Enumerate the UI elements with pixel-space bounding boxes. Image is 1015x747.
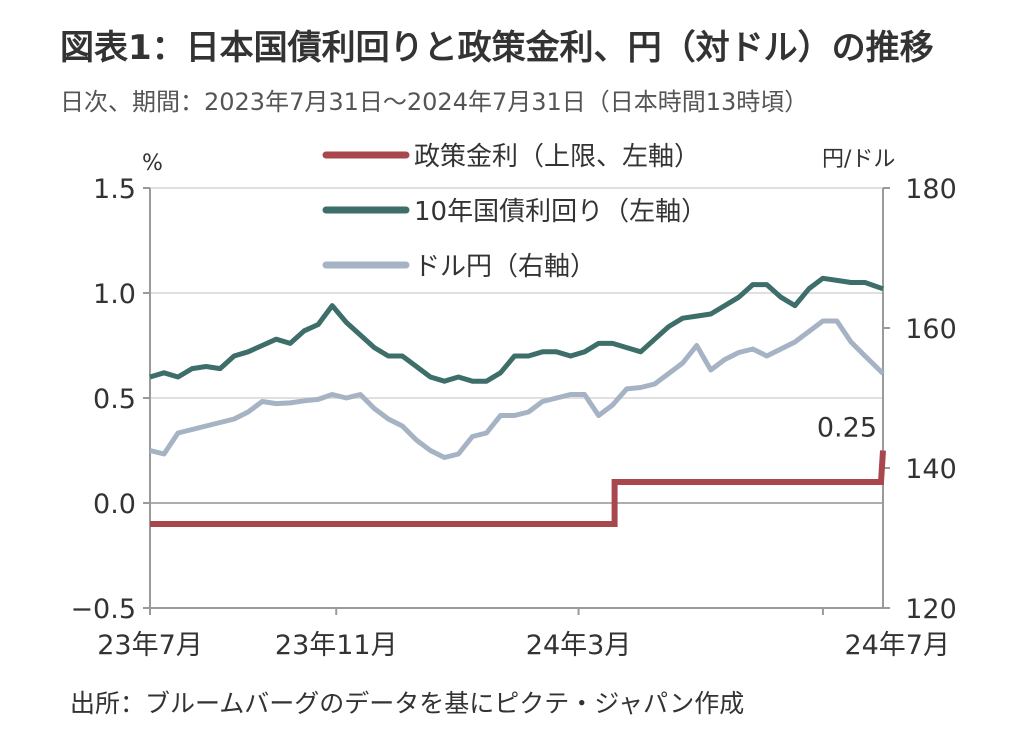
legend-label: 政策金利（上限、左軸）: [414, 142, 700, 172]
left-axis-ticks: 1.5 1.0 0.5 0.0 −0.5: [70, 174, 150, 625]
x-tick-label: 23年11月: [275, 630, 398, 661]
left-tick-label: −0.5: [70, 594, 136, 625]
series-line-2: [149, 275, 884, 384]
right-tick-label: 160: [905, 314, 957, 345]
left-axis-unit: %: [142, 151, 163, 176]
right-tick-label: 140: [905, 454, 957, 485]
x-axis-ticks: 23年7月 23年11月 24年3月 24年7月: [97, 608, 950, 661]
right-axis-ticks: 180 160 140 120: [883, 174, 957, 625]
x-tick-label: 24年3月: [526, 630, 632, 661]
legend-label: 10年国債利回り（左軸）: [414, 197, 707, 227]
series-layer: [149, 275, 886, 527]
x-tick-label: 23年7月: [97, 630, 203, 661]
left-tick-label: 1.0: [93, 279, 136, 310]
source-note: 出所：ブルームバーグのデータを基にピクテ・ジャパン作成: [70, 689, 745, 718]
left-tick-label: 1.5: [93, 174, 136, 205]
right-tick-label: 120: [905, 594, 957, 625]
legend: 政策金利（上限、左軸） 10年国債利回り（左軸） ドル円（右軸）: [322, 142, 707, 282]
legend-label: ドル円（右軸）: [414, 252, 596, 282]
right-axis-unit: 円/ドル: [822, 147, 895, 172]
series-line-1: [150, 450, 886, 527]
left-tick-label: 0.5: [93, 384, 136, 415]
series-line-3: [149, 318, 885, 460]
x-tick-label: 24年7月: [844, 630, 950, 661]
axes: [149, 188, 884, 609]
annotation-label: 0.25: [817, 413, 877, 444]
right-tick-label: 180: [905, 174, 957, 205]
annotations: 0.25: [817, 413, 877, 444]
chart-subtitle: 日次、期間：2023年7月31日～2024年7月31日（日本時間13時頃）: [60, 88, 809, 116]
chart-title: 図表1：日本国債利回りと政策金利、円（対ドル）の推移: [60, 28, 934, 68]
left-tick-label: 0.0: [93, 489, 136, 520]
